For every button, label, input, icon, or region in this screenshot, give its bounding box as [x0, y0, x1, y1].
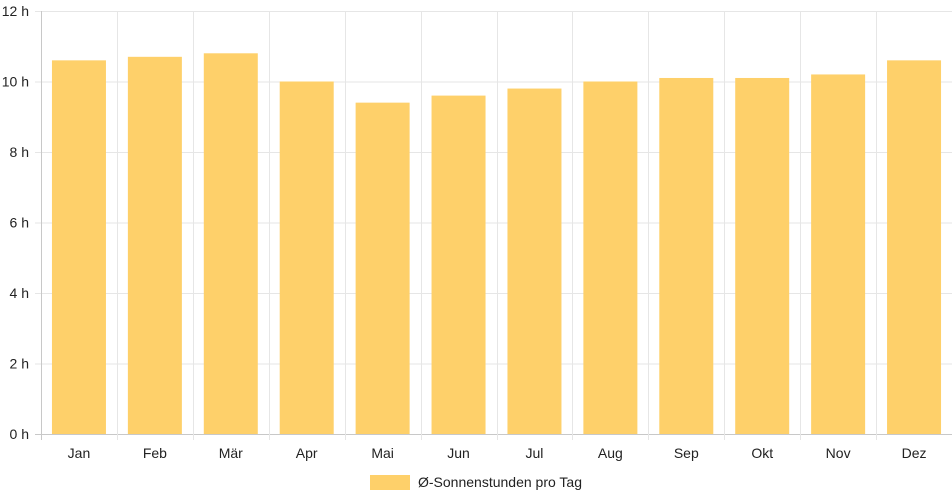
y-tick-label: 10 h: [2, 74, 29, 90]
x-tick-label: Okt: [751, 445, 773, 461]
bar-aug[interactable]: [583, 81, 638, 435]
y-tick-label: 6 h: [10, 215, 29, 231]
bar-nov[interactable]: [811, 74, 866, 434]
x-tick-label: Mai: [371, 445, 394, 461]
x-axis: Jan Feb Mär Apr Mai Jun Jul Aug Sep Okt Nov Dez: [68, 445, 927, 461]
x-tick-label: Jan: [68, 445, 91, 461]
legend-swatch: [370, 475, 410, 490]
y-tick-label: 0 h: [10, 426, 29, 442]
x-tick-label: Nov: [826, 445, 851, 461]
y-tick-label: 4 h: [10, 285, 29, 301]
bar-okt[interactable]: [735, 77, 790, 434]
x-tick-label: Feb: [143, 445, 167, 461]
y-tick-label: 2 h: [10, 356, 29, 372]
y-axis: 0 h 2 h 4 h 6 h 8 h 10 h 12 h: [2, 3, 29, 442]
legend[interactable]: Ø-Sonnenstunden pro Tag: [370, 474, 582, 490]
grid: [35, 11, 952, 440]
y-tick-label: 8 h: [10, 144, 29, 160]
x-tick-label: Jul: [526, 445, 544, 461]
x-tick-label: Dez: [902, 445, 927, 461]
legend-label: Ø-Sonnenstunden pro Tag: [418, 474, 582, 490]
x-tick-label: Aug: [598, 445, 623, 461]
bar-feb[interactable]: [127, 56, 182, 434]
bar-jan[interactable]: [51, 60, 106, 434]
x-tick-label: Sep: [674, 445, 699, 461]
x-tick-label: Jun: [447, 445, 470, 461]
bar-jun[interactable]: [431, 95, 486, 434]
bar-mai[interactable]: [355, 102, 410, 435]
y-tick-label: 12 h: [2, 3, 29, 19]
bar-jul[interactable]: [507, 88, 562, 435]
x-tick-label: Mär: [219, 445, 243, 461]
bar-apr[interactable]: [279, 81, 334, 435]
bar-sep[interactable]: [659, 77, 714, 434]
x-tick-label: Apr: [296, 445, 318, 461]
bar-dez[interactable]: [887, 60, 942, 434]
bars: [51, 53, 942, 435]
bar-mär[interactable]: [203, 53, 258, 435]
